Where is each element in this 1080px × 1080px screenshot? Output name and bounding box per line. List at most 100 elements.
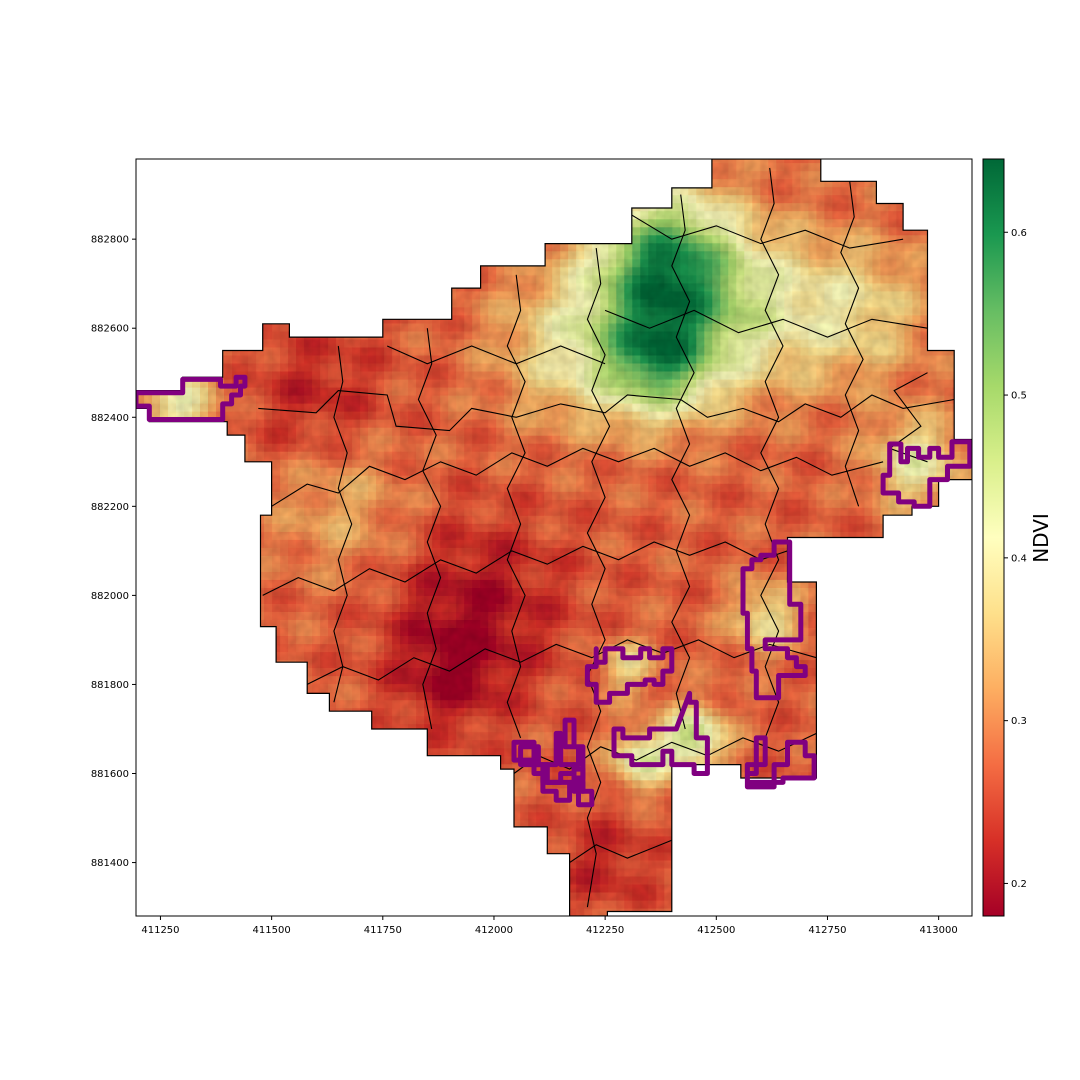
ndvi-cell: [208, 539, 217, 548]
ndvi-cell: [160, 747, 169, 757]
ndvi-cell: [408, 739, 417, 749]
ndvi-cell: [136, 900, 145, 909]
ndvi-cell: [232, 627, 241, 636]
ndvi-cell: [144, 459, 153, 468]
ndvi-cell: [248, 515, 257, 524]
ndvi-cell: [368, 306, 377, 316]
ndvi-cell: [216, 459, 225, 468]
ndvi-cell: [256, 739, 265, 749]
ndvi-cell: [392, 282, 401, 292]
ndvi-cell: [168, 699, 177, 709]
ndvi-cell: [160, 298, 169, 308]
ndvi-cell: [248, 322, 257, 332]
ndvi-cell: [208, 274, 217, 284]
ndvi-cell: [440, 162, 449, 172]
ndvi-cell: [320, 892, 329, 901]
ndvi-cell: [488, 803, 497, 813]
ndvi-cell: [360, 218, 369, 228]
ndvi-cell: [424, 803, 433, 813]
ndvi-cell: [176, 539, 185, 548]
ndvi-cell: [512, 226, 521, 236]
ndvi-cell: [448, 819, 457, 829]
ndvi-cell: [176, 755, 185, 765]
ndvi-cell: [480, 234, 489, 244]
ndvi-cell: [216, 475, 225, 484]
ndvi-cell: [288, 234, 297, 244]
ndvi-cell: [208, 763, 217, 773]
ndvi-cell: [328, 242, 337, 252]
ndvi-cell: [136, 747, 145, 757]
ndvi-cell: [408, 771, 417, 781]
ndvi-cell: [232, 595, 241, 604]
ndvi-cell: [240, 707, 249, 717]
ndvi-cell: [336, 306, 345, 316]
ndvi-cell: [384, 779, 393, 789]
ndvi-cell: [520, 883, 529, 893]
ndvi-cell: [408, 218, 417, 228]
ndvi-cell: [168, 779, 177, 789]
ndvi-cell: [176, 795, 185, 805]
ndvi-cell: [144, 515, 153, 524]
ndvi-cell: [464, 234, 473, 244]
ndvi-cell: [192, 258, 201, 268]
ndvi-cell: [176, 803, 185, 813]
ndvi-cell: [144, 667, 153, 677]
ndvi-cell: [304, 755, 313, 765]
ndvi-cell: [264, 218, 273, 228]
ndvi-cell: [216, 234, 225, 244]
ndvi-cell: [240, 523, 249, 532]
ndvi-cell: [264, 274, 273, 284]
ndvi-cell: [464, 178, 473, 188]
ndvi-cell: [208, 755, 217, 765]
ndvi-cell: [160, 859, 169, 869]
ndvi-cell: [256, 859, 265, 869]
ndvi-cell: [184, 443, 193, 452]
ndvi-cell: [416, 739, 425, 749]
ndvi-cell: [256, 827, 265, 837]
ndvi-cell: [184, 635, 193, 645]
ndvi-cell: [224, 827, 233, 837]
ndvi-cell: [408, 819, 417, 829]
ndvi-cell: [464, 771, 473, 781]
ndvi-cell: [320, 908, 329, 916]
ndvi-cell: [384, 731, 393, 741]
ndvi-cell: [192, 659, 201, 669]
ndvi-cell: [192, 234, 201, 244]
ndvi-cell: [528, 162, 537, 172]
ndvi-cell: [472, 202, 481, 212]
ndvi-cell: [536, 883, 545, 893]
ndvi-cell: [152, 475, 161, 484]
ndvi-cell: [160, 739, 169, 749]
ndvi-cell: [528, 210, 537, 220]
ndvi-cell: [304, 298, 313, 308]
ndvi-cell: [264, 643, 273, 653]
ndvi-cell: [176, 892, 185, 901]
ndvi-cell: [480, 867, 489, 877]
ndvi-cell: [136, 531, 145, 540]
ndvi-cell: [456, 908, 465, 916]
ndvi-cell: [416, 266, 425, 276]
ndvi-cell: [208, 499, 217, 508]
ndvi-cell: [312, 835, 321, 845]
ndvi-cell: [256, 635, 265, 645]
ndvi-cell: [248, 298, 257, 308]
ndvi-cell: [232, 579, 241, 588]
ndvi-cell: [448, 178, 457, 188]
ndvi-cell: [240, 306, 249, 316]
ndvi-cell: [224, 266, 233, 276]
ndvi-cell: [432, 875, 441, 885]
ndvi-cell: [280, 226, 289, 236]
ndvi-cell: [432, 266, 441, 276]
ndvi-cell: [136, 587, 145, 596]
ndvi-cell: [248, 258, 257, 268]
ndvi-cell: [536, 218, 545, 228]
ndvi-cell: [256, 210, 265, 220]
ndvi-cell: [416, 226, 425, 236]
ndvi-cell: [344, 210, 353, 220]
ndvi-cell: [280, 739, 289, 749]
ndvi-cell: [288, 202, 297, 212]
ndvi-cell: [184, 539, 193, 548]
ndvi-cell: [360, 763, 369, 773]
ndvi-cell: [184, 795, 193, 805]
ndvi-cell: [136, 563, 145, 572]
